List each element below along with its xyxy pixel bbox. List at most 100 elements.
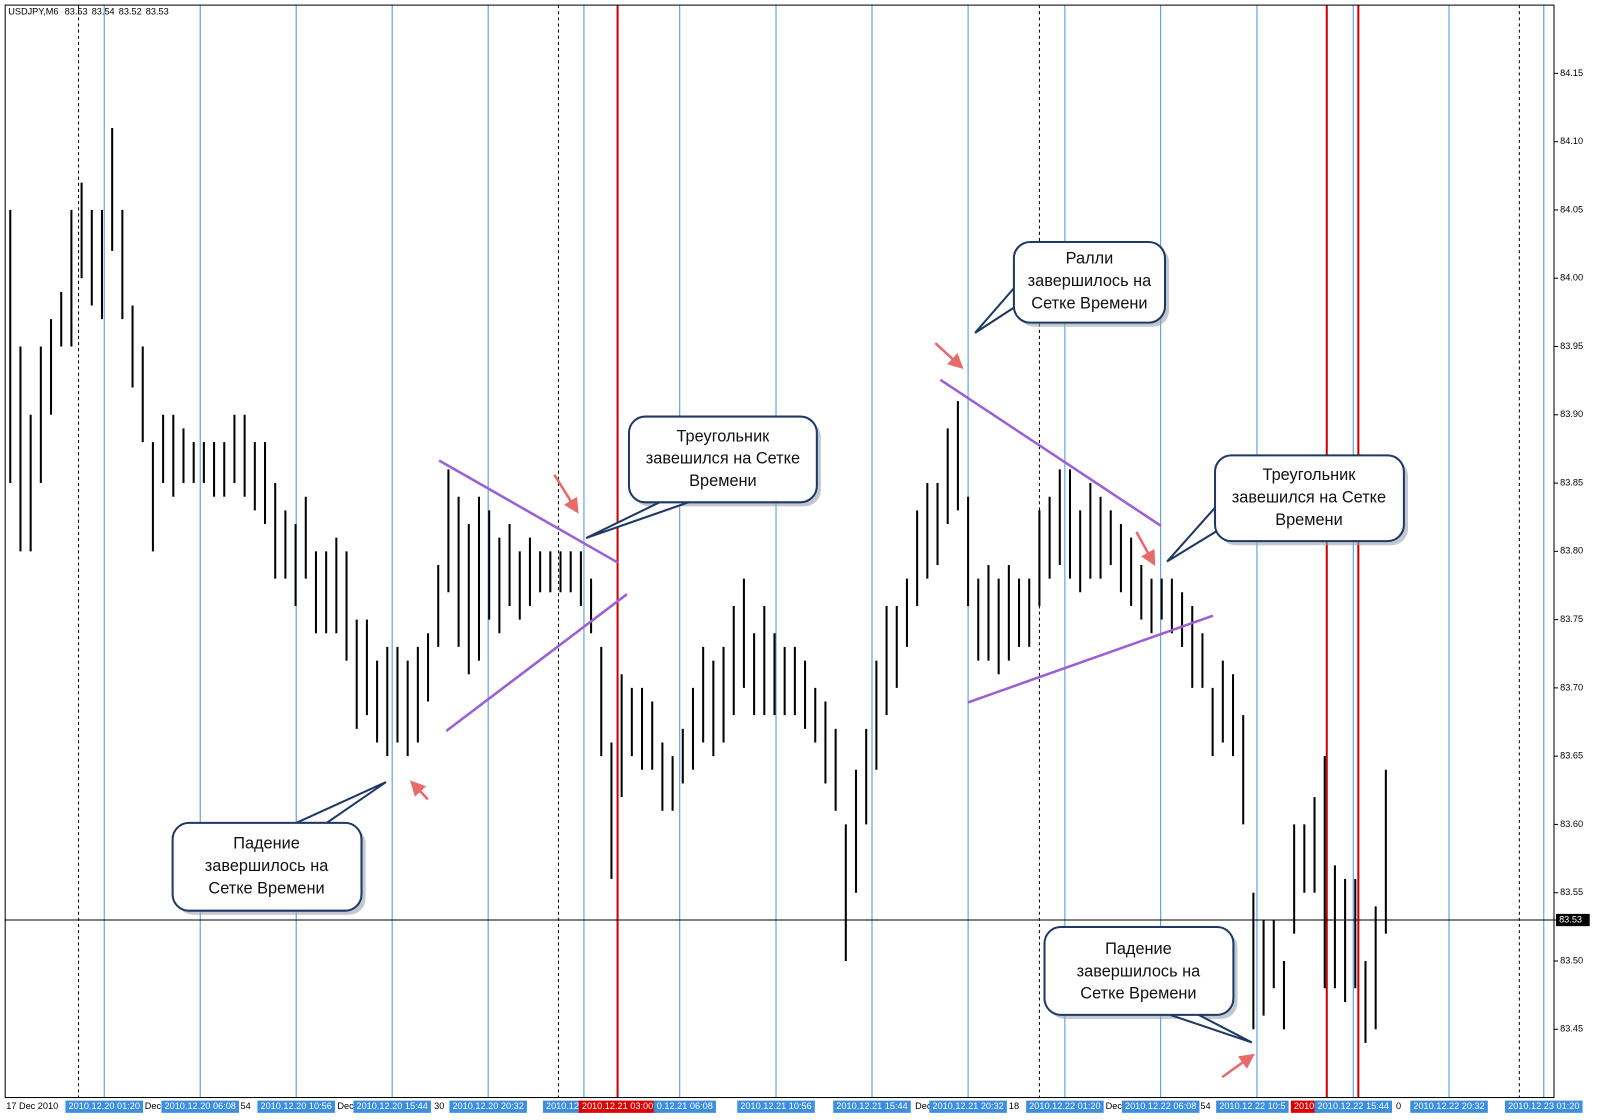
callout: Треугольник завешился на Сетке Времени xyxy=(585,415,821,540)
symbol: USDJPY,M6 xyxy=(8,7,58,17)
x-tick-label: 0.12.21 06:08 xyxy=(657,1101,713,1111)
arrow xyxy=(1135,531,1156,567)
x-tick-label: 18 xyxy=(1009,1101,1019,1111)
x-tick-label: 2010.12.21 10:56 xyxy=(740,1101,811,1111)
x-tick-box xyxy=(929,1100,1007,1113)
callout: Треугольник завешился на Сетке Времени xyxy=(1166,454,1408,563)
y-tick-label: 84.00 xyxy=(1560,273,1583,283)
x-tick-label: 54 xyxy=(1200,1101,1210,1111)
callout-line: Сетке Времени xyxy=(1080,985,1196,1003)
x-tick-label: 2010.12 xyxy=(546,1101,579,1111)
callout-line: Сетке Времени xyxy=(1031,295,1147,313)
callout-line: Ралли xyxy=(1066,250,1114,268)
arrow xyxy=(410,780,429,801)
current-price-label: 83.53 xyxy=(1559,914,1582,924)
trend-line xyxy=(445,593,628,733)
x-tick-box xyxy=(353,1100,431,1113)
x-tick-label: 2010.12.20 01:20 xyxy=(69,1101,140,1111)
x-tick-label: 2010.12.20 06:08 xyxy=(165,1101,236,1111)
x-tick-label: 2010.12.21 20:32 xyxy=(932,1101,1003,1111)
callout-line: завешился на Сетке xyxy=(1232,489,1386,507)
callout-line: Сетке Времени xyxy=(208,880,324,898)
callout: Ралли завершилось на Сетке Времени xyxy=(974,240,1170,334)
callout-line: Треугольник xyxy=(1263,466,1357,484)
y-tick-label: 84.05 xyxy=(1560,204,1583,214)
x-tick-label: 2010.12.22 10:5 xyxy=(1219,1101,1285,1111)
callout-line: Падение xyxy=(233,835,300,853)
y-tick-label: 83.85 xyxy=(1560,477,1583,487)
callout-line: Падение xyxy=(1105,940,1172,958)
arrows xyxy=(410,342,1255,1079)
x-tick-label: 2010. xyxy=(1294,1101,1317,1111)
x-tick-label: Dec xyxy=(915,1101,932,1111)
axis-layer: 83.45 83.50 83.55 83.60 83.65 83.70 83.75 83.80… xyxy=(5,68,1590,1113)
x-tick-box xyxy=(737,1100,815,1113)
x-tick-label: 54 xyxy=(241,1101,251,1111)
x-tick-box xyxy=(449,1100,527,1113)
trend-line xyxy=(967,614,1214,704)
callout-line: Времени xyxy=(689,472,757,490)
x-tick-label: Dec xyxy=(337,1101,354,1111)
x-tick-label: 2010.12.21 03:00 xyxy=(582,1101,653,1111)
y-tick-label: 83.50 xyxy=(1560,955,1583,965)
x-tick-label: 2010.12.22 15:44 xyxy=(1318,1101,1389,1111)
callout: Падение завершилось на Сетке Времени xyxy=(1043,926,1253,1044)
callout-line: завершилось на xyxy=(1028,272,1152,290)
ohlc-high: 83.54 xyxy=(92,7,115,17)
y-tick-label: 83.55 xyxy=(1560,887,1583,897)
y-tick-label: 83.65 xyxy=(1560,751,1583,761)
x-tick-label: 2010.12.20 15:44 xyxy=(356,1101,427,1111)
callout-box xyxy=(171,821,363,912)
callout-box xyxy=(1012,240,1167,324)
date-start-label: 17 Dec 2010 xyxy=(6,1101,58,1111)
x-tick-label: 2010.12.21 15:44 xyxy=(836,1101,907,1111)
callout-box xyxy=(1043,926,1235,1016)
y-tick-label: 83.45 xyxy=(1560,1024,1583,1034)
x-tick-box xyxy=(1505,1100,1583,1113)
x-tick-label: 2010.12.22 06:08 xyxy=(1125,1101,1196,1111)
x-tick-label: 2010.12.20 20:32 xyxy=(452,1101,523,1111)
trend-line xyxy=(438,459,619,564)
x-tick-box xyxy=(161,1100,239,1113)
y-tick-label: 83.80 xyxy=(1560,546,1583,556)
callout-line: Треугольник xyxy=(676,427,770,445)
x-tick-label: 30 xyxy=(434,1101,444,1111)
current-price-box xyxy=(1556,913,1590,927)
x-tick-box xyxy=(257,1100,335,1113)
y-tick-label: 84.15 xyxy=(1560,68,1583,78)
x-tick-box xyxy=(833,1100,911,1113)
x-tick-box xyxy=(578,1100,657,1113)
x-tick-box xyxy=(1026,1100,1104,1113)
x-tick-box xyxy=(542,1100,583,1113)
x-tick-label: 2010.12.23 01:20 xyxy=(1508,1101,1579,1111)
x-tick-box xyxy=(65,1100,143,1113)
x-tick-label: Dec xyxy=(1106,1101,1123,1111)
x-tick-box xyxy=(653,1100,716,1113)
y-tick-label: 83.70 xyxy=(1560,682,1583,692)
arrow xyxy=(1221,1053,1255,1079)
ohlc-close: 83.53 xyxy=(146,7,169,17)
callout-box xyxy=(1214,454,1405,543)
x-tick-label: 2010.12.22 20:32 xyxy=(1413,1101,1484,1111)
y-tick-label: 83.90 xyxy=(1560,409,1583,419)
grid-layer xyxy=(78,5,1545,1098)
x-tick-box xyxy=(1410,1100,1488,1113)
x-tick-label: Dec xyxy=(145,1101,162,1111)
trend-lines xyxy=(438,378,1214,733)
x-tick-box xyxy=(1216,1100,1289,1113)
callout-line: завершилось на xyxy=(205,857,329,875)
ohlc-open: 83.53 xyxy=(65,7,88,17)
y-tick-label: 84.10 xyxy=(1560,136,1583,146)
trend-line xyxy=(939,378,1162,527)
arrow xyxy=(934,342,964,369)
x-tick-box xyxy=(1121,1100,1200,1113)
callout-line: Времени xyxy=(1275,511,1343,529)
callout: Падение завершилось на Сетке Времени xyxy=(171,781,387,915)
y-tick-label: 83.75 xyxy=(1560,614,1583,624)
x-tick-label: 2010.12.20 10:56 xyxy=(260,1101,331,1111)
x-tick-label: 0 xyxy=(1396,1101,1401,1111)
callout-line: завершилось на xyxy=(1077,962,1201,980)
x-tick-box xyxy=(1314,1100,1393,1113)
